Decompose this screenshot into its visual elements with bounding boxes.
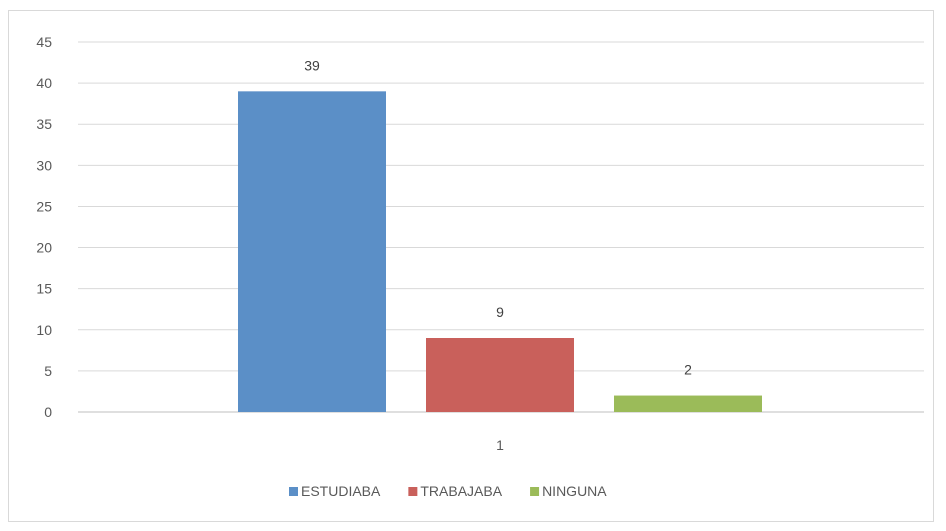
data-label-trabajaba: 9 [496, 304, 504, 320]
y-tick-label: 5 [44, 363, 52, 379]
gridlines [78, 41, 924, 413]
x-tick-label: 1 [496, 437, 504, 453]
legend-item-ninguna: NINGUNA [530, 483, 607, 499]
y-tick-label: 25 [36, 198, 52, 214]
bar-estudiaba [238, 91, 386, 412]
y-tick-label: 30 [36, 157, 52, 173]
legend-item-trabajaba: TRABAJABA [408, 483, 503, 499]
data-label-estudiaba: 39 [304, 57, 320, 73]
legend-label: TRABAJABA [420, 483, 502, 499]
x-axis-tick-labels: 1 [496, 437, 504, 453]
y-tick-label: 20 [36, 240, 52, 256]
legend-swatch [408, 487, 418, 496]
y-axis-tick-labels: 0 5 10 15 20 25 30 35 40 45 [36, 34, 52, 420]
y-tick-label: 0 [44, 404, 52, 420]
bars [238, 91, 762, 412]
y-tick-label: 15 [36, 281, 52, 297]
legend-label: NINGUNA [542, 483, 607, 499]
legend-swatch [530, 487, 540, 496]
legend-label: ESTUDIABA [301, 483, 381, 499]
data-label-ninguna: 2 [684, 362, 692, 378]
legend: ESTUDIABA TRABAJABA NINGUNA [289, 483, 607, 499]
y-tick-label: 40 [36, 75, 52, 91]
y-tick-label: 35 [36, 116, 52, 132]
bar-ninguna [614, 395, 762, 412]
legend-item-estudiaba: ESTUDIABA [289, 483, 381, 499]
y-tick-label: 10 [36, 322, 52, 338]
legend-swatch [289, 487, 298, 496]
y-tick-label: 45 [36, 34, 52, 50]
bar-trabajaba [426, 338, 574, 412]
data-labels: 39 9 2 [304, 57, 692, 377]
chart-frame [8, 10, 934, 522]
